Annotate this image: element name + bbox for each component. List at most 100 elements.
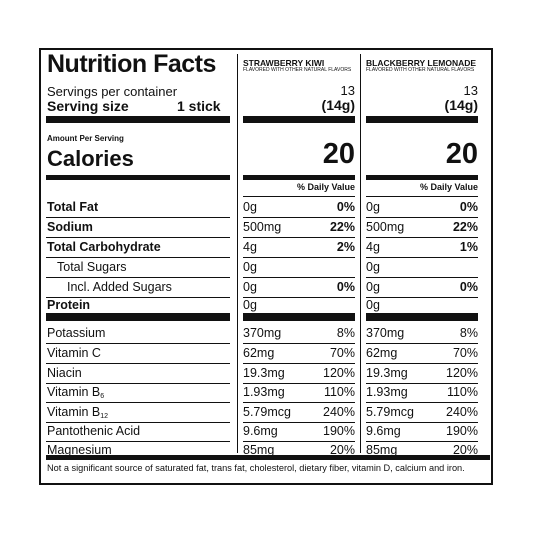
row-divider (243, 363, 355, 364)
vitamin-subscript: 12 (100, 413, 109, 420)
vitamin-name: Vitamin B (47, 385, 101, 399)
vitamin-name: Pantothenic Acid (47, 424, 141, 438)
calories-value: 20 (445, 138, 478, 170)
row-divider (243, 257, 355, 258)
thick-rule-top (243, 116, 355, 123)
row-divider (46, 422, 230, 423)
row-divider (366, 237, 478, 238)
row-divider (46, 315, 230, 316)
nutrient-amount: 0g (366, 298, 380, 312)
daily-value-percent: 110% (446, 385, 478, 399)
row-divider (46, 383, 230, 384)
nutrient-amount: 62mg (243, 346, 275, 360)
daily-value-percent: 8% (459, 326, 478, 340)
product-name: BLACKBERRY LEMONADE (366, 58, 477, 68)
row-divider (366, 343, 478, 344)
nutrient-label: Pantothenic Acid (47, 424, 140, 438)
daily-value-percent: 22% (329, 220, 355, 234)
nutrient-label: Incl. Added Sugars (67, 280, 172, 294)
nutrient-amount: 85mg (366, 443, 398, 457)
row-divider (366, 441, 478, 442)
row-divider (46, 363, 230, 364)
daily-value-percent: 0% (336, 280, 355, 294)
nutrient-amount: 0g (243, 280, 257, 294)
nutrient-label: Vitamin B6 (47, 385, 104, 400)
daily-value-percent: 70% (452, 346, 478, 360)
thick-rule-protein (366, 313, 478, 321)
serving-size-value: 1 stick (177, 98, 221, 114)
servings-per-container-label: Servings per container (47, 84, 178, 99)
row-divider (243, 217, 355, 218)
row-divider (243, 297, 355, 298)
nutrient-label: Magnesium (47, 443, 112, 457)
nutrient-amount: 0g (243, 200, 257, 214)
servings-value: 13 (463, 83, 478, 98)
daily-value-percent: 0% (459, 280, 478, 294)
nutrient-amount: 19.3mg (243, 366, 285, 380)
nutrient-amount: 370mg (243, 326, 282, 340)
daily-value-percent: 0% (336, 200, 355, 214)
serving-size-grams: (14g) (321, 97, 355, 113)
nutrient-label: Total Fat (47, 200, 99, 214)
daily-value-percent: 20% (329, 443, 355, 457)
nutrition-facts-panel: Nutrition Facts Servings per container S… (39, 48, 493, 485)
amount-per-serving-label: Amount Per Serving (47, 134, 124, 143)
thick-rule-protein (46, 313, 230, 321)
daily-value-percent: 22% (452, 220, 478, 234)
product-subtitle: FLAVORED WITH OTHER NATURAL FLAVORS (366, 67, 475, 73)
product-name: STRAWBERRY KIWI (243, 58, 325, 68)
nutrient-label: Niacin (47, 366, 82, 380)
servings-value: 13 (340, 83, 355, 98)
row-divider (243, 343, 355, 344)
daily-value-percent: 110% (323, 385, 355, 399)
nutrient-amount: 5.79mcg (366, 405, 414, 419)
thick-rule-calories (366, 175, 478, 180)
nutrient-amount: 4g (366, 240, 380, 254)
daily-value-percent: 70% (329, 346, 355, 360)
thick-rule-top (46, 116, 230, 123)
product-subtitle: FLAVORED WITH OTHER NATURAL FLAVORS (243, 67, 352, 73)
footnote: Not a significant source of saturated fa… (47, 463, 465, 473)
nutrient-amount: 62mg (366, 346, 398, 360)
daily-value-percent: 190% (323, 424, 355, 438)
row-divider (366, 402, 478, 403)
nutrient-amount: 4g (243, 240, 257, 254)
row-divider (366, 422, 478, 423)
nutrient-label: Protein (47, 298, 91, 312)
vitamin-name: Niacin (47, 366, 82, 380)
daily-value-percent: 8% (336, 326, 355, 340)
row-divider (366, 217, 478, 218)
nutrient-amount: 370mg (366, 326, 405, 340)
nutrient-amount: 0g (243, 260, 257, 274)
nutrient-label: Vitamin B12 (47, 405, 109, 420)
thick-rule-calories (243, 175, 355, 180)
nutrient-label: Vitamin C (47, 346, 101, 360)
nutrient-amount: 0g (366, 200, 380, 214)
row-divider (46, 277, 230, 278)
vitamin-name: Vitamin C (47, 346, 101, 360)
nutrient-amount: 0g (243, 298, 257, 312)
row-divider (366, 383, 478, 384)
thick-rule-protein (243, 313, 355, 321)
column-divider (360, 54, 361, 453)
daily-value-percent: 2% (336, 240, 355, 254)
row-divider (243, 237, 355, 238)
nutrient-label: Total Carbohydrate (47, 240, 161, 254)
row-divider (366, 277, 478, 278)
row-divider (366, 363, 478, 364)
daily-value-header: % Daily Value (296, 182, 355, 192)
daily-value-percent: 120% (446, 366, 478, 380)
row-divider (46, 257, 230, 258)
nutrition-facts-title: Nutrition Facts (47, 50, 216, 78)
calories-value: 20 (322, 138, 355, 170)
vitamin-name: Potassium (47, 326, 106, 340)
row-divider (46, 297, 230, 298)
daily-value-percent: 1% (459, 240, 478, 254)
nutrient-amount: 5.79mcg (243, 405, 291, 419)
daily-value-percent: 0% (459, 200, 478, 214)
vitamin-name: Magnesium (47, 443, 112, 457)
daily-value-percent: 120% (323, 366, 355, 380)
nutrient-amount: 9.6mg (243, 424, 278, 438)
row-divider (243, 196, 355, 197)
